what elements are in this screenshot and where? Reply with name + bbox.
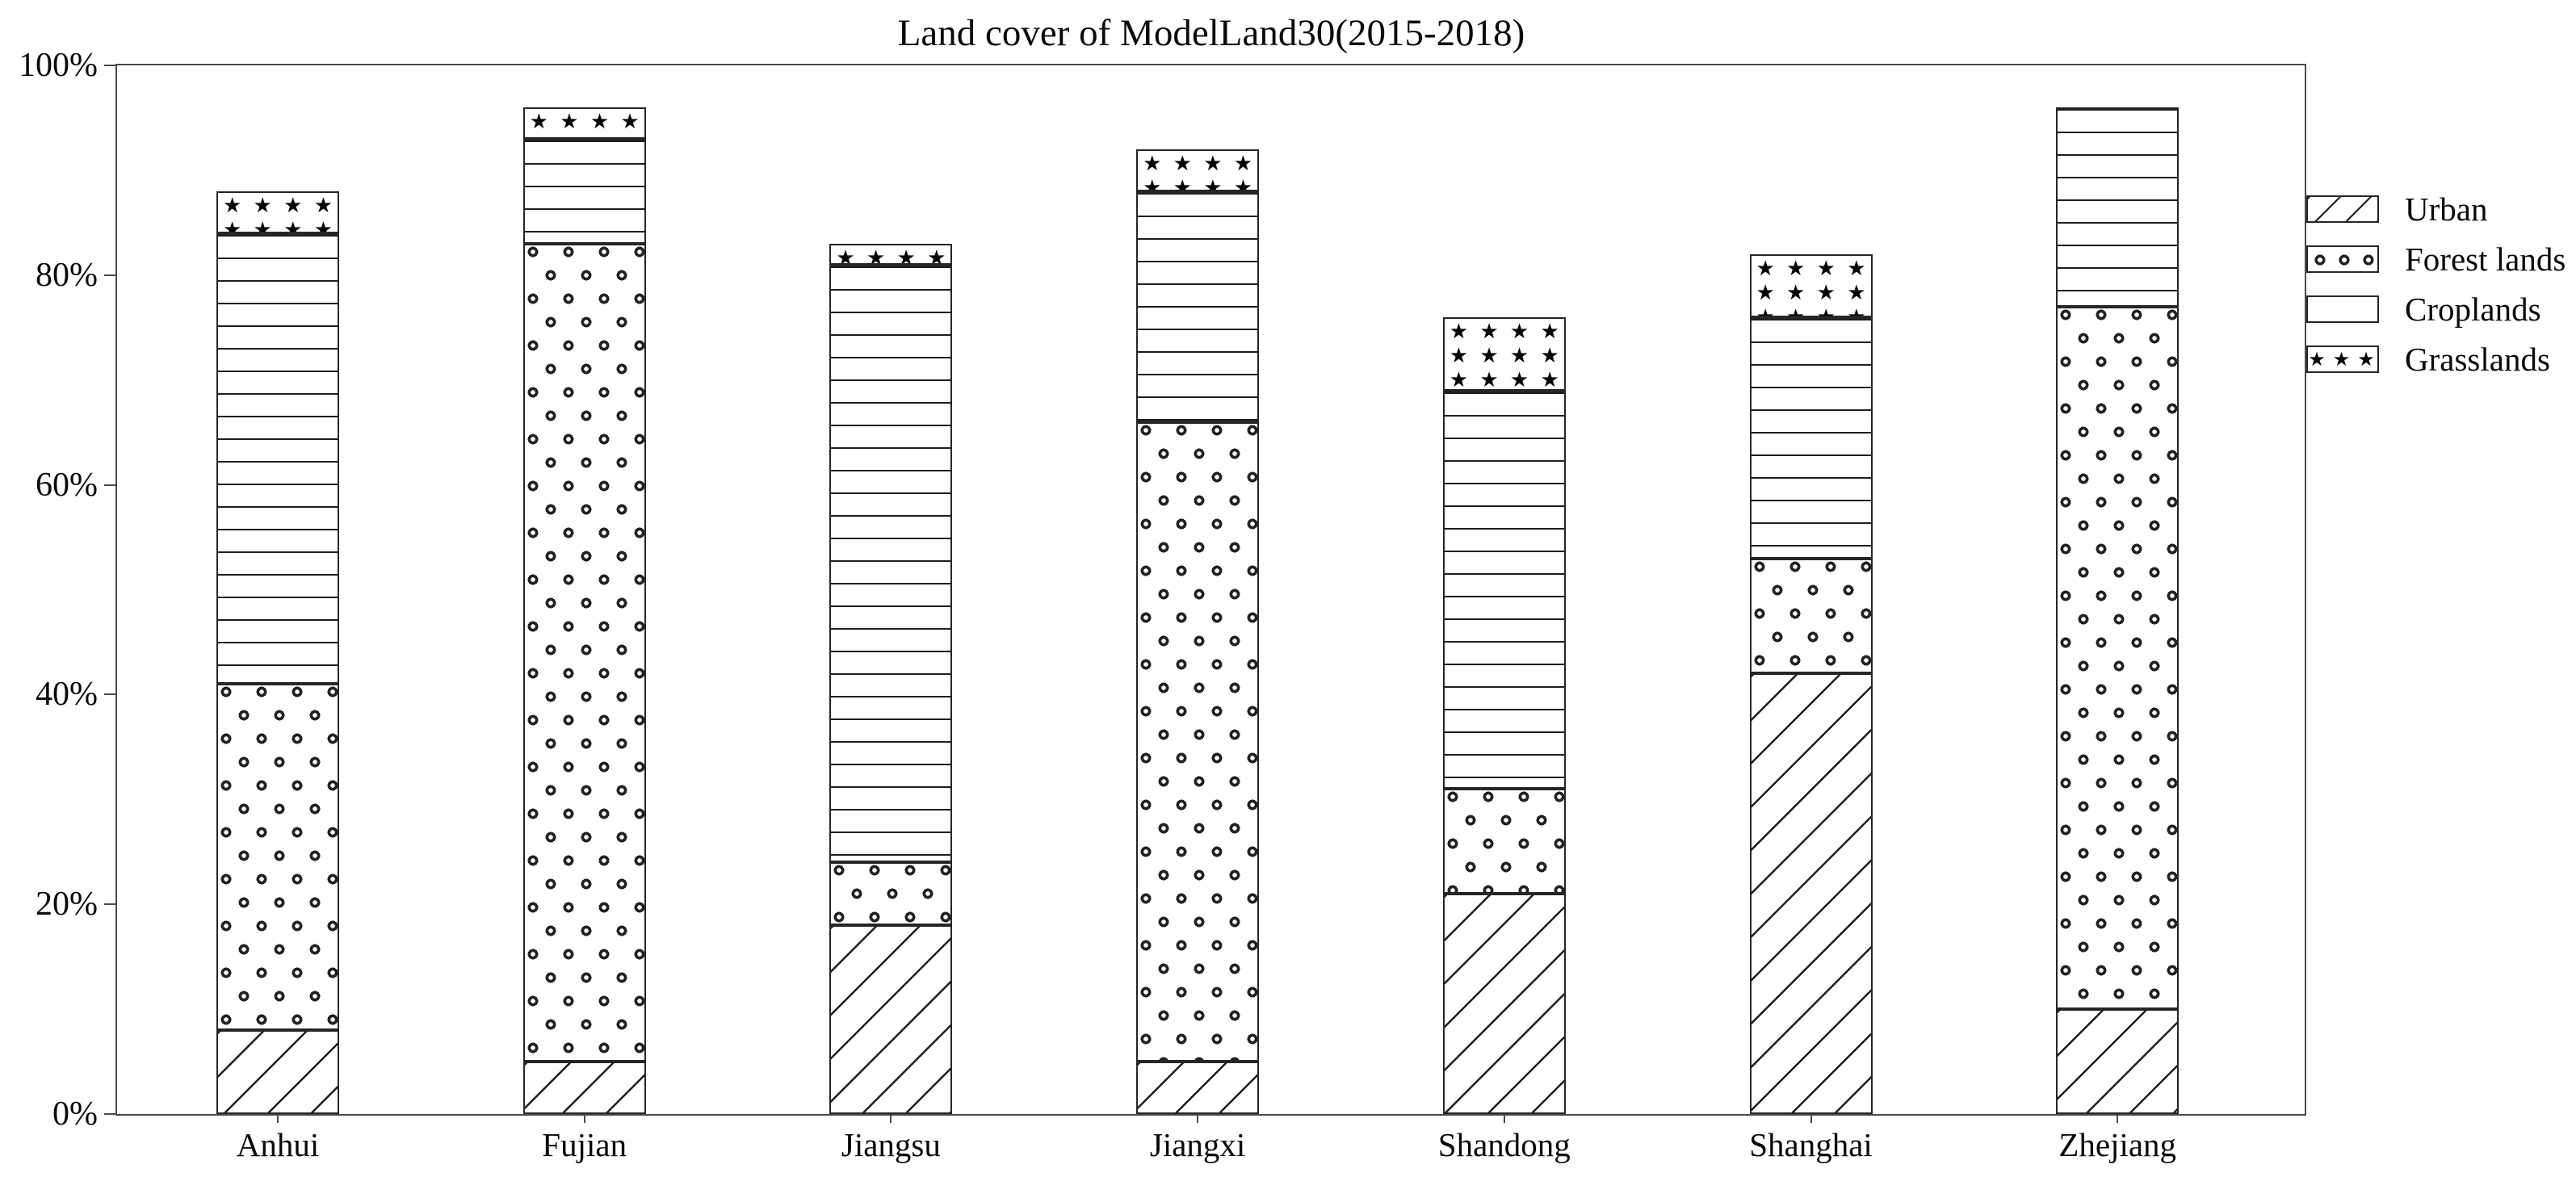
legend-item-urban: Urban (2306, 184, 2566, 234)
x-tick-label: Shanghai (1749, 1126, 1873, 1163)
x-tick-mark (1810, 1114, 1812, 1123)
legend-item-grasslands: ★★★ Grasslands (2306, 334, 2566, 384)
legend-swatch-croplands (2306, 295, 2379, 323)
x-tick-label: Zhejiang (2058, 1126, 2177, 1163)
y-tick-mark (104, 903, 117, 906)
segment-urban (522, 1062, 646, 1114)
bar-jiangsu: ★ ★ ★ ★ ★ ★ ★ ★ ★ ★ ★ ★ ★ ★ ★ ★ ★ ★ ★ ★ … (829, 65, 953, 1114)
bar-jiangxi: ★ ★ ★ ★ ★ ★ ★ ★ ★ ★ ★ ★ ★ ★ ★ ★ ★ ★ ★ ★ … (1136, 65, 1260, 1114)
segment-croplands (1136, 191, 1260, 422)
legend-swatch-grasslands: ★★★ (2306, 346, 2379, 373)
segment-grasslands: ★ ★ ★ ★ ★ ★ ★ ★ ★ ★ ★ ★ ★ ★ ★ ★ ★ ★ ★ ★ … (1749, 253, 1873, 317)
segment-grasslands: ★ ★ ★ ★ ★ ★ ★ ★ ★ ★ ★ ★ ★ ★ ★ ★ ★ ★ ★ ★ … (1442, 316, 1566, 391)
segment-urban (1749, 673, 1873, 1114)
y-tick-mark (104, 484, 117, 486)
x-tick-label: Shandong (1437, 1126, 1571, 1163)
legend-swatch-urban (2306, 195, 2379, 223)
chart-title: Land cover of ModelLand30(2015-2018) (897, 12, 1525, 54)
legend-label: Forest lands (2405, 241, 2566, 278)
segment-croplands (1442, 390, 1566, 790)
segment-forest-lands (216, 684, 339, 1031)
x-tick-label: Anhui (236, 1126, 320, 1163)
segment-forest-lands (1749, 558, 1873, 674)
segment-urban (1442, 894, 1566, 1114)
y-tick-label: 40% (36, 676, 98, 714)
segment-urban (2056, 1009, 2180, 1114)
y-tick-mark (104, 274, 117, 276)
bar-fujian: ★ ★ ★ ★ ★ ★ ★ ★ ★ ★ ★ ★ ★ ★ ★ ★ ★ ★ ★ ★ … (522, 65, 646, 1114)
segment-urban (829, 925, 953, 1114)
segment-croplands (1749, 316, 1873, 559)
plot-area: ★ ★ ★ ★ ★ ★ ★ ★ ★ ★ ★ ★ ★ ★ ★ ★ ★ ★ ★ ★ … (19, 47, 2306, 1163)
legend-label: Urban (2405, 191, 2488, 228)
x-tick-mark (583, 1114, 585, 1123)
y-tick-label: 100% (19, 47, 98, 84)
segment-forest-lands (829, 862, 953, 926)
legend-swatch-forest-lands (2306, 245, 2379, 273)
legend: Urban Forest lands Croplands ★★★ Grasslands (2306, 184, 2566, 384)
segment-urban (1136, 1062, 1260, 1114)
segment-croplands (216, 232, 339, 685)
segment-grasslands: ★ ★ ★ ★ ★ ★ ★ ★ ★ ★ ★ ★ ★ ★ ★ ★ ★ ★ ★ ★ … (216, 191, 339, 233)
segment-croplands (829, 264, 953, 863)
segment-croplands (2056, 107, 2180, 307)
x-tick-label: Jiangsu (841, 1126, 941, 1163)
bar-anhui: ★ ★ ★ ★ ★ ★ ★ ★ ★ ★ ★ ★ ★ ★ ★ ★ ★ ★ ★ ★ … (216, 65, 339, 1114)
segment-croplands (522, 138, 646, 244)
y-tick-label: 80% (36, 256, 98, 294)
x-tick-mark (2117, 1114, 2119, 1123)
y-tick-label: 20% (36, 886, 98, 924)
segment-forest-lands (1136, 421, 1260, 1062)
y-tick-label: 60% (36, 466, 98, 504)
x-tick-mark (890, 1114, 892, 1123)
segment-forest-lands (522, 243, 646, 1062)
segment-forest-lands (1442, 789, 1566, 894)
x-tick-label: Jiangxi (1149, 1126, 1246, 1163)
y-tick-label: 0% (52, 1095, 98, 1133)
segment-urban (216, 1030, 339, 1114)
segment-grasslands: ★ ★ ★ ★ ★ ★ ★ ★ ★ ★ ★ ★ ★ ★ ★ ★ ★ ★ ★ ★ … (829, 243, 953, 265)
y-tick-mark (104, 65, 117, 66)
x-tick-mark (1197, 1114, 1199, 1123)
legend-item-forest-lands: Forest lands (2306, 234, 2566, 284)
x-tick-label: Fujian (542, 1126, 627, 1163)
x-tick-mark (1503, 1114, 1505, 1123)
segment-grasslands: ★ ★ ★ ★ ★ ★ ★ ★ ★ ★ ★ ★ ★ ★ ★ ★ ★ ★ ★ ★ … (1136, 149, 1260, 191)
bar-shanghai: ★ ★ ★ ★ ★ ★ ★ ★ ★ ★ ★ ★ ★ ★ ★ ★ ★ ★ ★ ★ … (1749, 65, 1873, 1114)
bar-shandong: ★ ★ ★ ★ ★ ★ ★ ★ ★ ★ ★ ★ ★ ★ ★ ★ ★ ★ ★ ★ … (1442, 65, 1566, 1114)
segment-forest-lands (2056, 306, 2180, 1010)
y-tick-mark (104, 1113, 117, 1115)
y-tick-mark (104, 693, 117, 696)
bar-zhejiang (2056, 65, 2180, 1114)
x-tick-mark (277, 1114, 279, 1123)
legend-label: Grasslands (2405, 341, 2550, 378)
legend-label: Croplands (2405, 291, 2541, 328)
legend-item-croplands: Croplands (2306, 284, 2566, 334)
segment-grasslands: ★ ★ ★ ★ ★ ★ ★ ★ ★ ★ ★ ★ ★ ★ ★ ★ ★ ★ ★ ★ … (522, 107, 646, 139)
